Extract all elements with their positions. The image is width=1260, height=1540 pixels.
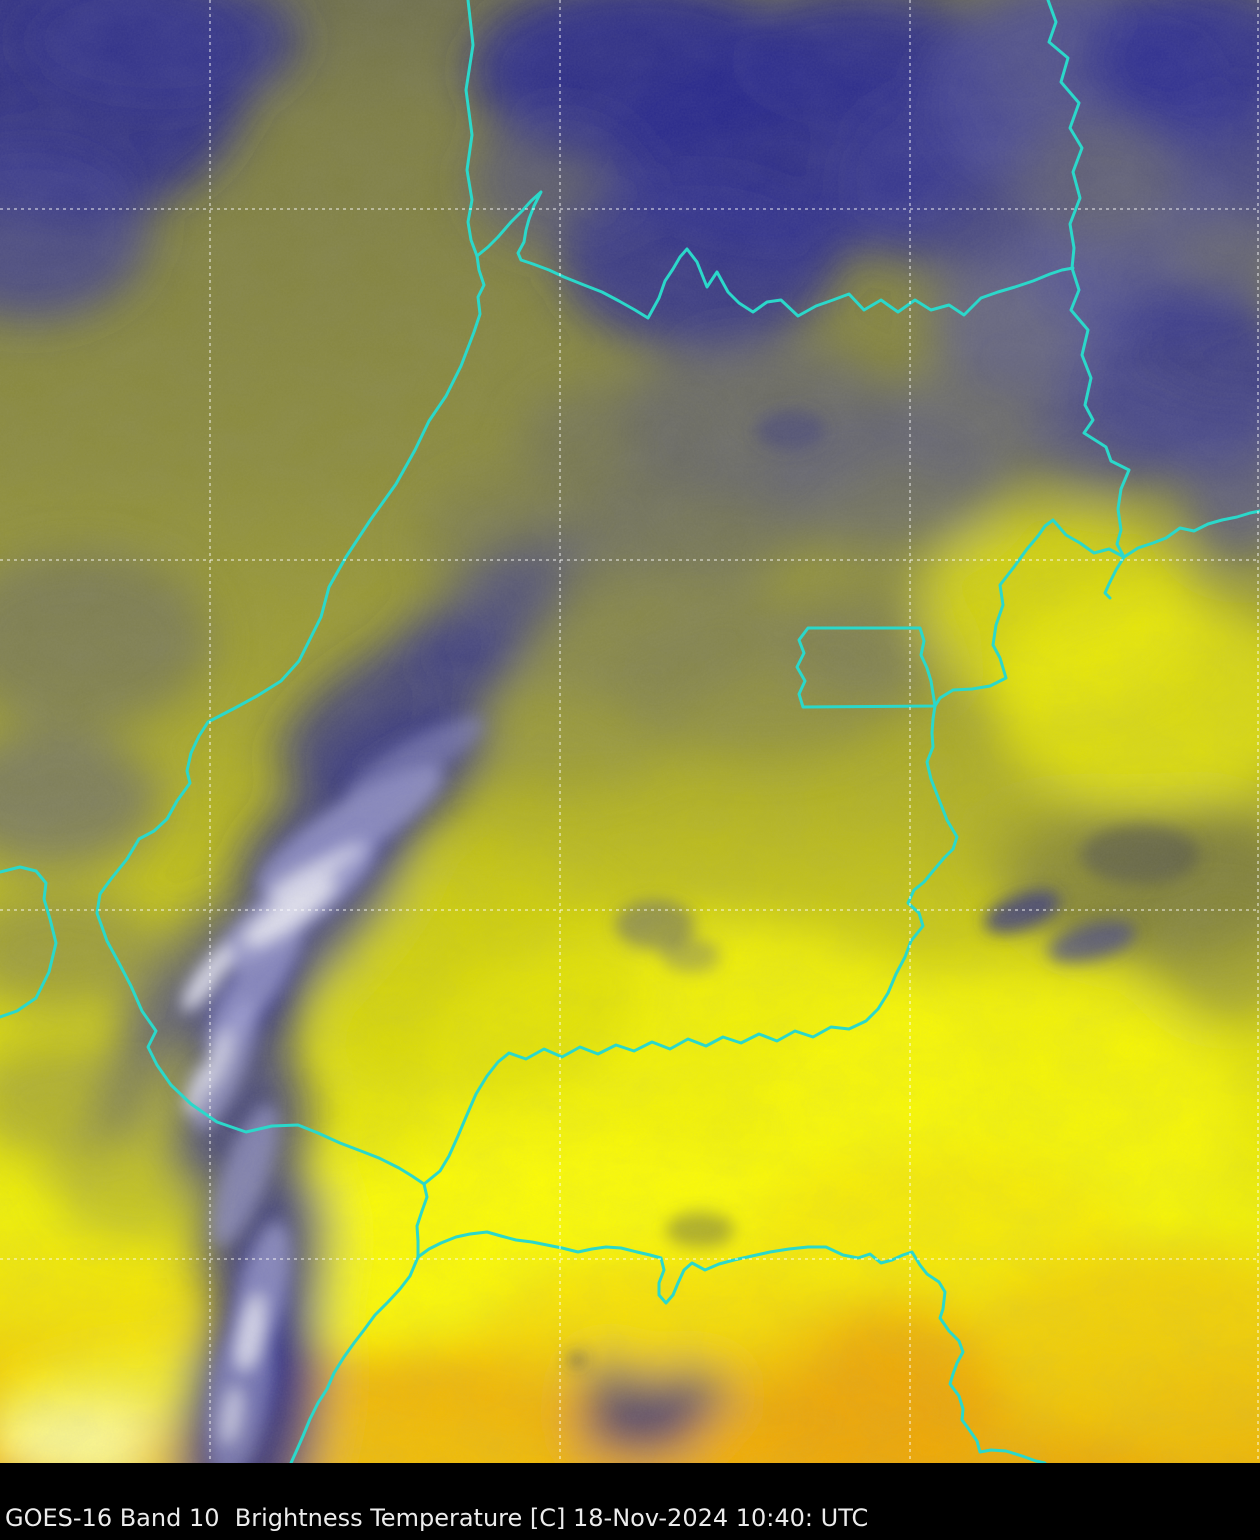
border-line-south-hook bbox=[1103, 555, 1126, 600]
brightness-temperature-image bbox=[0, 0, 1260, 1463]
border-line-southwest-branch bbox=[289, 1182, 429, 1463]
border-line-east-branch bbox=[1122, 509, 1260, 559]
satellite-map bbox=[0, 0, 1260, 1463]
border-line-admin-box bbox=[795, 626, 937, 709]
border-line-eastern-border bbox=[422, 518, 1126, 1186]
caption-bar: GOES-16 Band 10 Brightness Temperature [… bbox=[0, 1463, 1260, 1540]
caption-text: GOES-16 Band 10 Brightness Temperature [… bbox=[5, 1504, 869, 1532]
border-line-river-west bbox=[95, 0, 486, 1186]
border-line-bottom-border bbox=[416, 1230, 1047, 1463]
border-line-north-border bbox=[475, 190, 1075, 320]
country-border-lines bbox=[0, 0, 1260, 1463]
latlon-gridlines bbox=[0, 0, 1260, 1463]
border-line-west-promontory bbox=[0, 865, 58, 1019]
border-line-ne-border bbox=[1046, 0, 1131, 559]
